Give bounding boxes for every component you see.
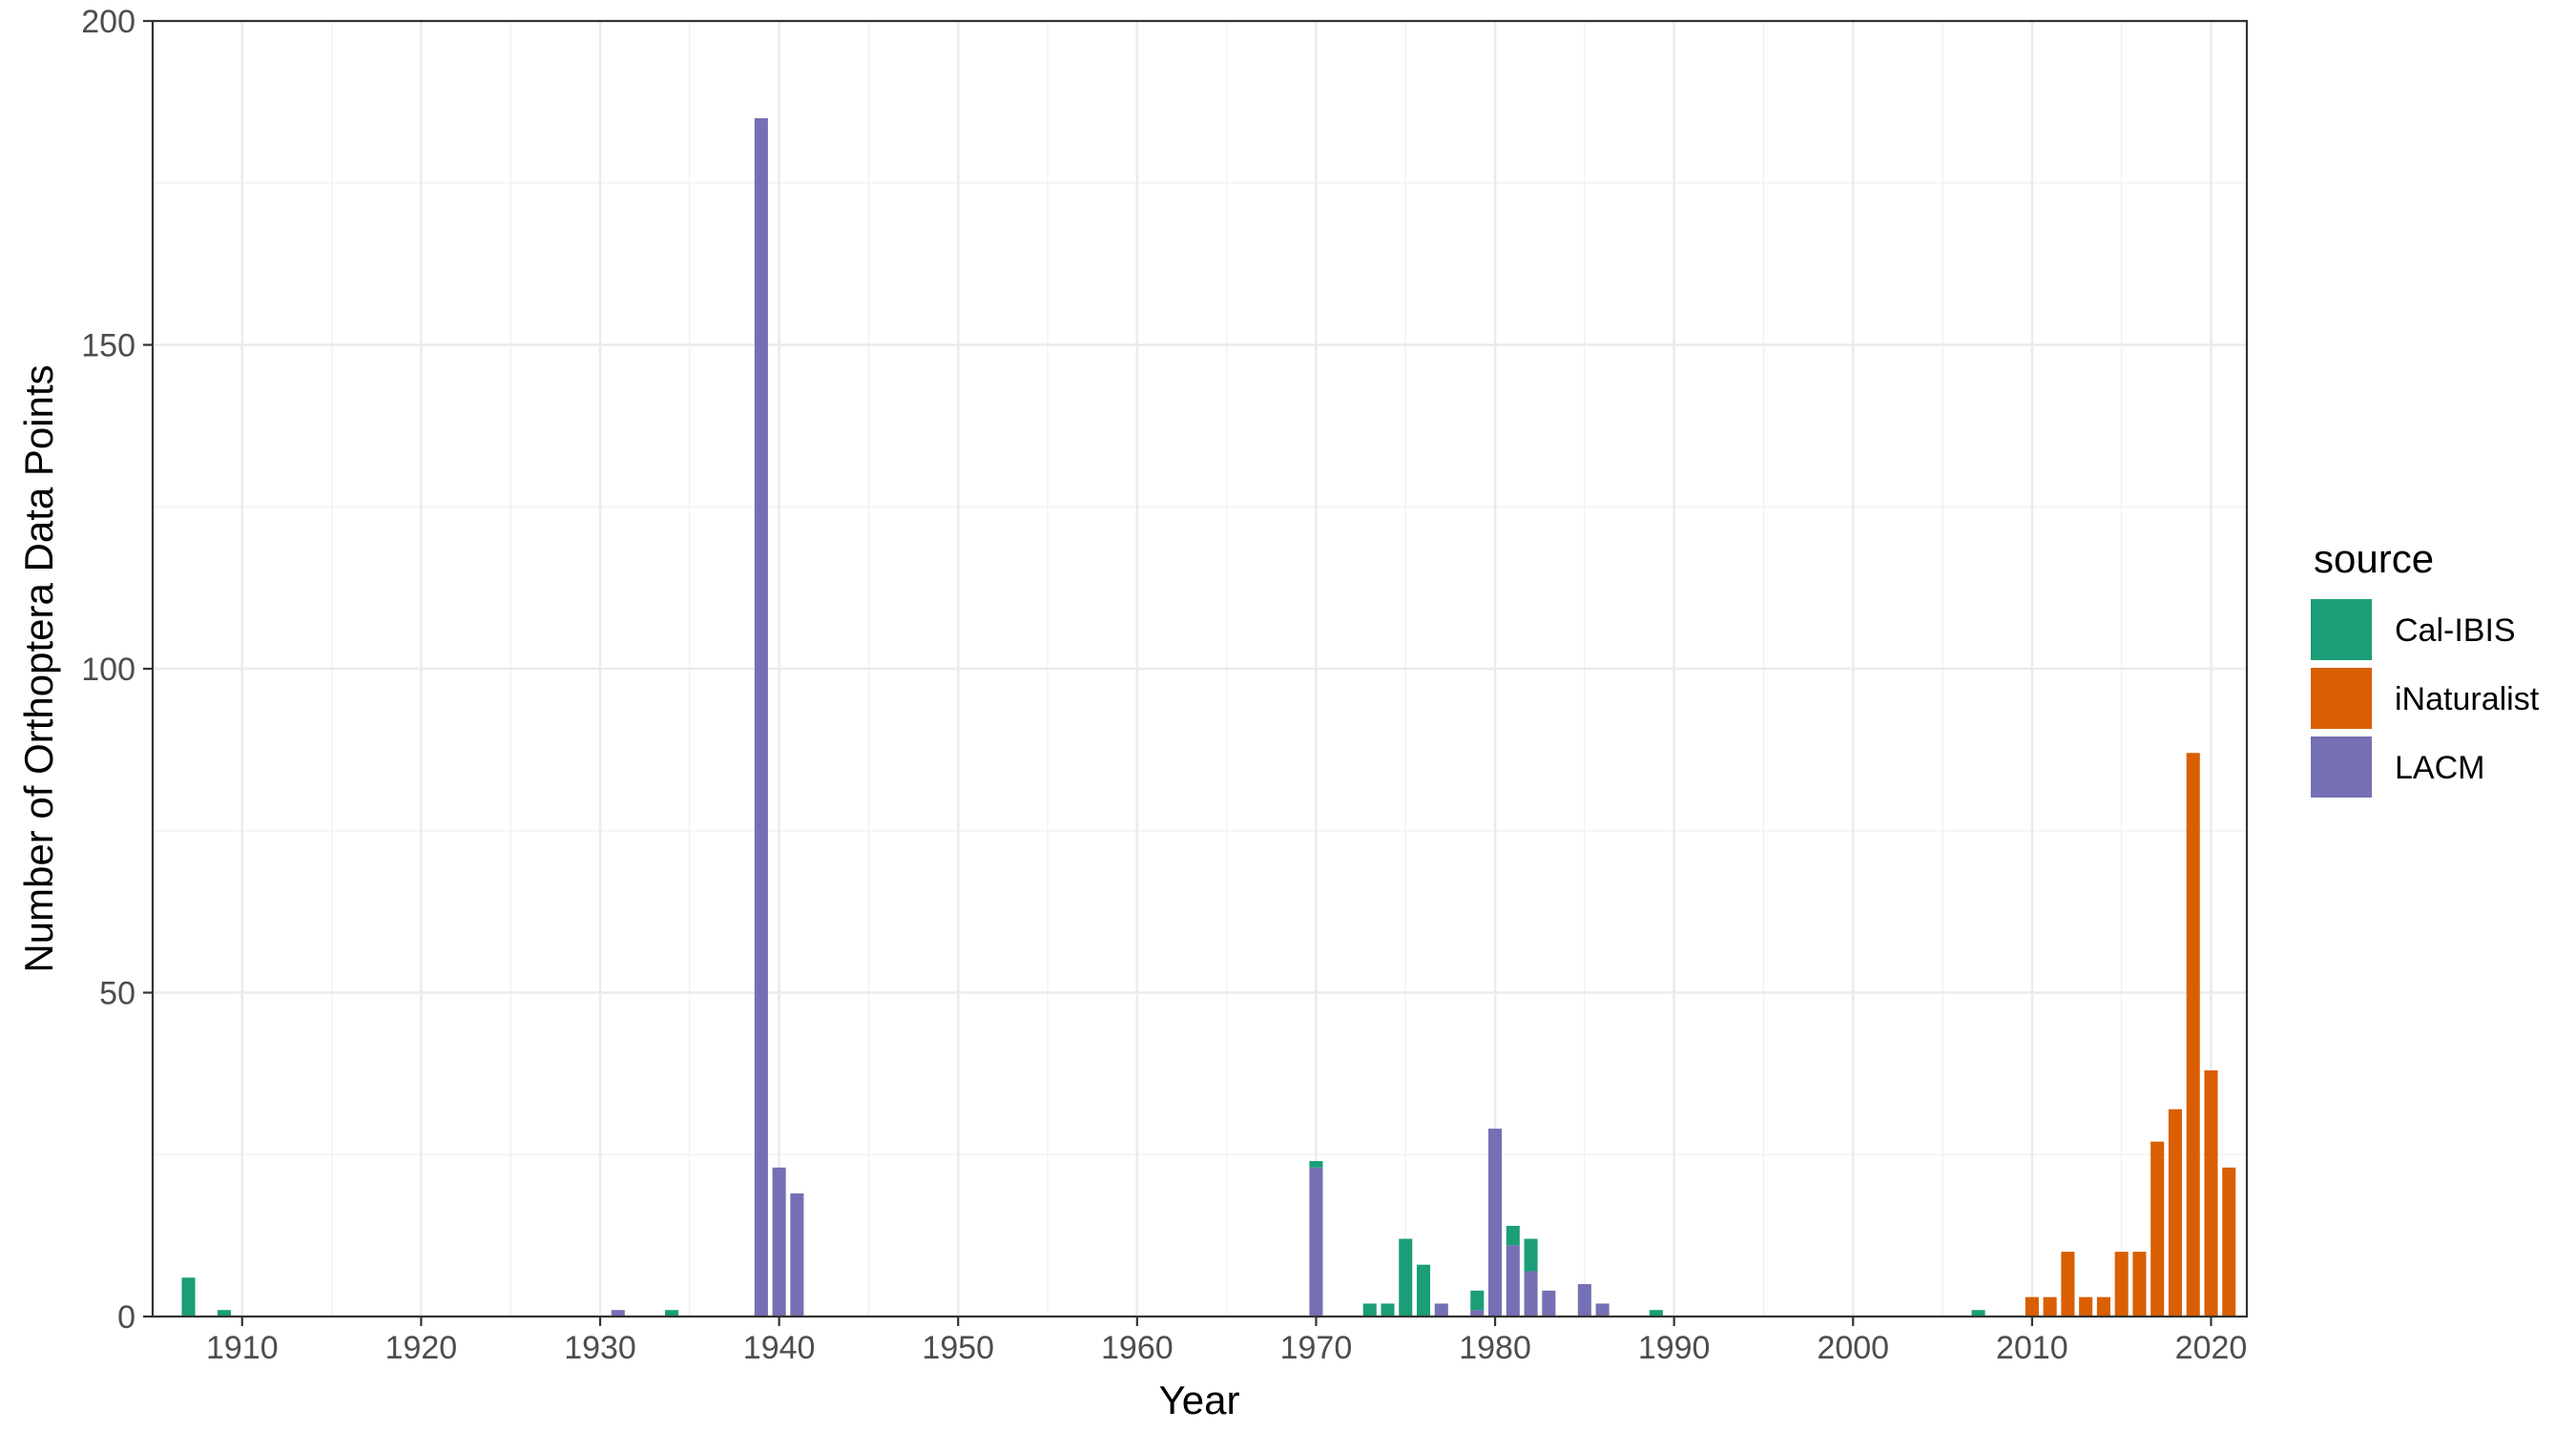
y-tick-label: 150 xyxy=(81,328,135,364)
bar-lacm-1977 xyxy=(1434,1303,1448,1317)
bar-inaturalist-2014 xyxy=(2096,1296,2110,1317)
bar-cal-ibis-1970 xyxy=(1309,1161,1323,1168)
bar-cal-ibis-1981 xyxy=(1506,1225,1520,1246)
bar-lacm-1941 xyxy=(790,1192,804,1317)
x-axis-title: Year xyxy=(1159,1378,1240,1422)
x-tick-label: 1930 xyxy=(564,1330,636,1366)
y-axis-title: Number of Orthoptera Data Points xyxy=(16,364,61,972)
bar-cal-ibis-1974 xyxy=(1381,1303,1395,1317)
bar-cal-ibis-1975 xyxy=(1399,1238,1413,1317)
x-tick-label: 1970 xyxy=(1280,1330,1353,1366)
x-tick-label: 1940 xyxy=(743,1330,816,1366)
bar-inaturalist-2020 xyxy=(2204,1069,2218,1317)
bar-lacm-1970 xyxy=(1309,1167,1323,1317)
bar-lacm-1940 xyxy=(772,1167,786,1317)
bar-cal-ibis-1979 xyxy=(1470,1290,1485,1311)
x-tick-label: 1980 xyxy=(1459,1330,1531,1366)
bar-lacm-1981 xyxy=(1506,1245,1520,1317)
x-tick-label: 1950 xyxy=(922,1330,994,1366)
bar-lacm-1980 xyxy=(1488,1129,1503,1317)
bar-inaturalist-2017 xyxy=(2150,1141,2165,1317)
bar-lacm-1979 xyxy=(1470,1310,1485,1317)
bar-cal-ibis-1982 xyxy=(1524,1238,1538,1272)
x-tick-label: 2010 xyxy=(1996,1330,2068,1366)
x-tick-label: 1920 xyxy=(385,1330,458,1366)
bar-cal-ibis-1907 xyxy=(181,1277,196,1317)
bar-inaturalist-2015 xyxy=(2114,1252,2129,1317)
legend-title: source xyxy=(2314,536,2434,581)
x-tick-label: 1910 xyxy=(206,1330,279,1366)
legend-label: iNaturalist xyxy=(2395,681,2540,717)
bar-inaturalist-2011 xyxy=(2043,1296,2057,1317)
legend-key-inaturalist xyxy=(2311,668,2372,729)
bar-lacm-1939 xyxy=(754,117,768,1317)
y-tick-label: 0 xyxy=(117,1299,135,1336)
bar-cal-ibis-1976 xyxy=(1416,1264,1431,1317)
bar-cal-ibis-2007 xyxy=(1971,1310,1985,1317)
bar-lacm-1931 xyxy=(611,1310,625,1317)
x-tick-label: 2020 xyxy=(2175,1330,2248,1366)
grid-lines xyxy=(152,19,2247,1318)
bar-inaturalist-2021 xyxy=(2222,1167,2236,1317)
x-tick-label: 1990 xyxy=(1638,1330,1711,1366)
bar-inaturalist-2013 xyxy=(2079,1296,2093,1317)
bar-cal-ibis-1989 xyxy=(1649,1310,1663,1317)
bar-cal-ibis-1973 xyxy=(1362,1303,1377,1317)
bar-cal-ibis-1909 xyxy=(218,1310,232,1317)
x-tick-label: 1960 xyxy=(1101,1330,1174,1366)
legend-key-cal-ibis xyxy=(2311,599,2372,660)
bar-lacm-1985 xyxy=(1577,1284,1591,1317)
y-tick-label: 50 xyxy=(99,976,135,1012)
y-tick-label: 200 xyxy=(81,4,135,40)
bar-inaturalist-2010 xyxy=(2025,1296,2039,1317)
legend: source Cal-IBIS iNaturalist LACM xyxy=(2311,536,2540,798)
bar-lacm-1983 xyxy=(1542,1290,1556,1317)
legend-key-lacm xyxy=(2311,736,2372,798)
bar-lacm-1986 xyxy=(1595,1303,1610,1317)
bar-cal-ibis-1934 xyxy=(665,1310,679,1317)
axes: 1910 1920 1930 1940 1950 1960 1970 1980 1990 2000… xyxy=(81,4,2247,1366)
x-tick-label: 2000 xyxy=(1817,1330,1889,1366)
bar-inaturalist-2016 xyxy=(2132,1252,2147,1317)
bar-inaturalist-2012 xyxy=(2061,1252,2075,1317)
bar-lacm-1982 xyxy=(1524,1271,1538,1317)
bars xyxy=(181,117,2236,1317)
legend-label: Cal-IBIS xyxy=(2395,612,2516,649)
y-tick-label: 100 xyxy=(81,652,135,688)
bar-inaturalist-2019 xyxy=(2186,753,2200,1317)
bar-inaturalist-2018 xyxy=(2168,1109,2182,1317)
legend-label: LACM xyxy=(2395,750,2484,786)
